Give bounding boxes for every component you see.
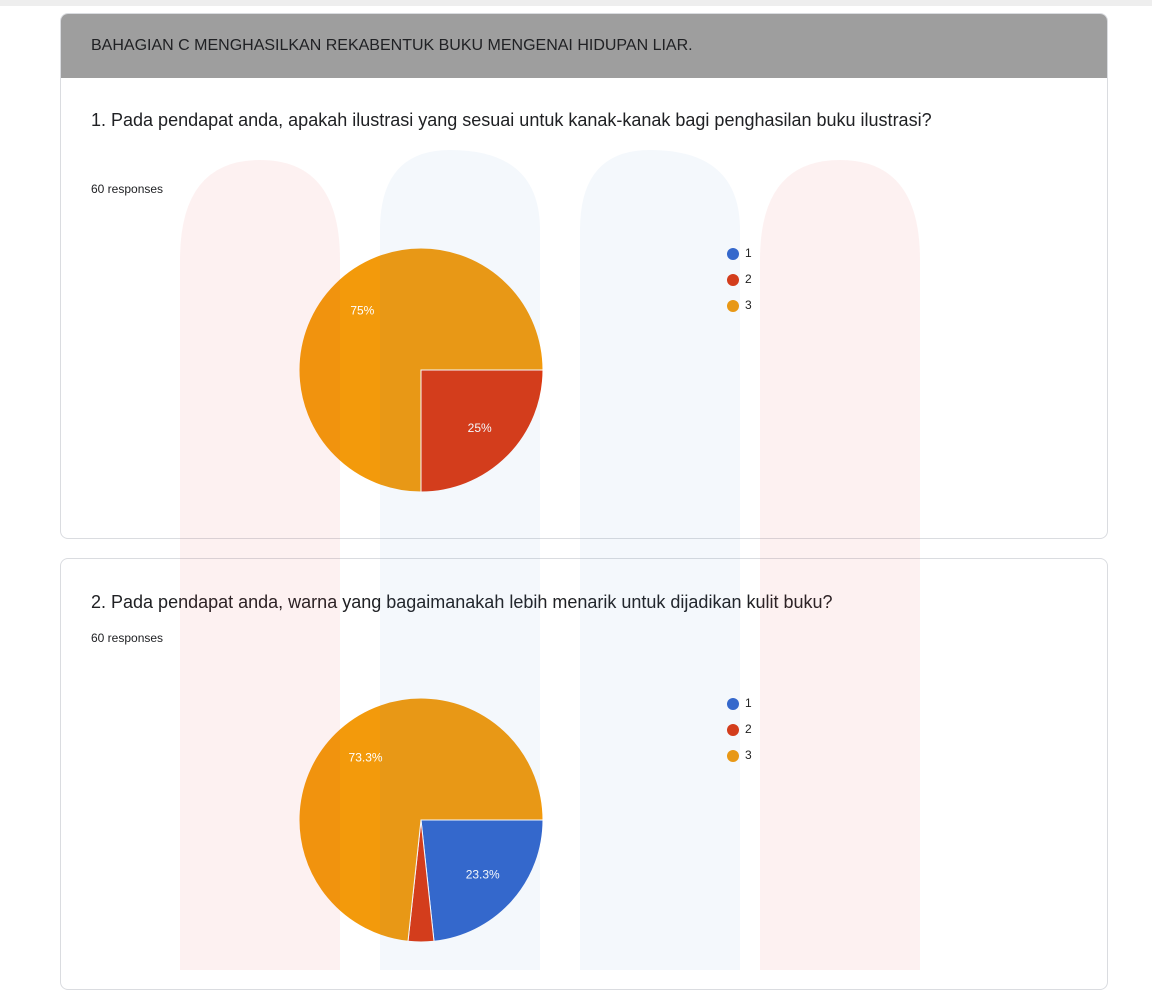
pie-chart: 23.3% 73.3% 1 2 3: [298, 696, 752, 943]
section-header: BAHAGIAN C MENGHASILKAN REKABENTUK BUKU …: [61, 14, 1107, 78]
pie-slice: [298, 697, 544, 942]
pie-slice: [298, 247, 544, 493]
question-title: 1. Pada pendapat anda, apakah ilustrasi …: [91, 110, 932, 130]
response-count: 60 responses: [91, 631, 164, 645]
top-bar: [0, 0, 1152, 6]
legend-label: 3: [745, 748, 752, 762]
pie-slice: [420, 819, 544, 942]
slice-label: 73.3%: [349, 750, 383, 764]
legend-swatch: [727, 300, 739, 312]
legend-swatch: [727, 248, 739, 260]
question-card: 2. Pada pendapat anda, warna yang bagaim…: [60, 558, 1108, 990]
legend-label: 2: [745, 272, 752, 286]
legend-label: 1: [745, 246, 752, 260]
legend-swatch: [727, 724, 739, 736]
question-title: 2. Pada pendapat anda, warna yang bagaim…: [91, 592, 833, 612]
pie-slice: [420, 369, 544, 493]
slice-label: 75%: [350, 304, 374, 318]
slice-label: 23.3%: [466, 868, 500, 882]
question-card: BAHAGIAN C MENGHASILKAN REKABENTUK BUKU …: [60, 13, 1108, 539]
legend-label: 1: [745, 696, 752, 710]
legend-label: 2: [745, 722, 752, 736]
legend-swatch: [727, 750, 739, 762]
pie-chart: 25% 75% 1 2 3: [298, 246, 752, 493]
legend-swatch: [727, 274, 739, 286]
legend-swatch: [727, 698, 739, 710]
slice-label: 25%: [468, 421, 492, 435]
legend-label: 3: [745, 298, 752, 312]
response-count: 60 responses: [91, 182, 164, 196]
